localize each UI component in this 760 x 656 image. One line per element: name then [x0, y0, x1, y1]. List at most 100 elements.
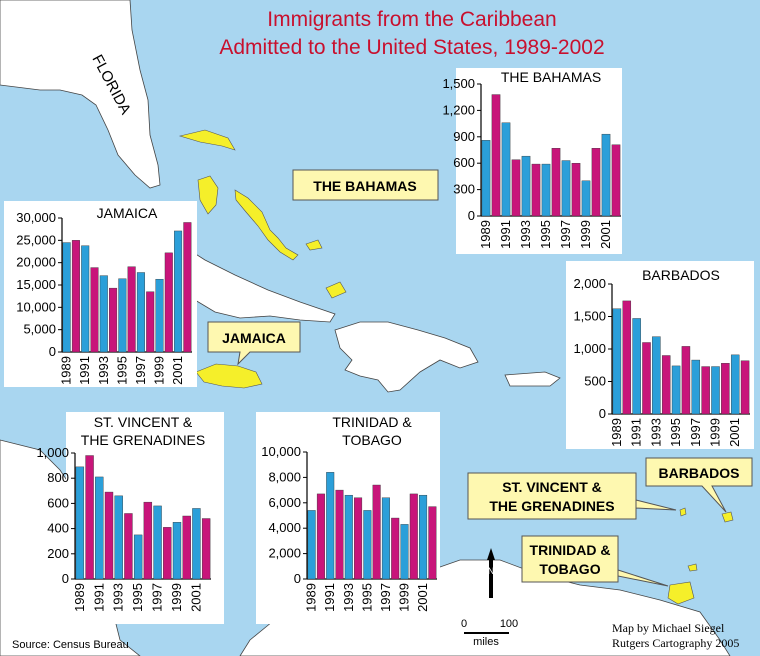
y-tick-label: 15,000 [16, 277, 56, 292]
y-tick-label: 2,000 [268, 546, 301, 561]
x-tick-label: 1999 [708, 418, 723, 447]
bar-2000 [721, 363, 730, 415]
x-tick-label: 1997 [378, 583, 393, 612]
bar-1990 [316, 493, 325, 580]
y-tick-label: 20,000 [16, 255, 56, 270]
bar-1998 [391, 517, 400, 580]
bar-1995 [133, 534, 143, 580]
x-tick-label: 1991 [77, 356, 92, 385]
x-tick-label: 1991 [629, 418, 644, 447]
bar-1992 [104, 491, 114, 580]
bahamas-island-small [305, 239, 323, 251]
bar-1992 [90, 267, 99, 353]
bar-1991 [501, 122, 511, 217]
x-tick-label: 1991 [498, 220, 513, 249]
label-bahamas-text: THE BAHAMAS [313, 178, 416, 194]
x-tick-label: 1995 [668, 418, 683, 447]
bar-1998 [146, 291, 155, 353]
x-tick-label: 1995 [359, 583, 374, 612]
x-tick-label: 1999 [169, 583, 184, 612]
y-tick-label: 1,500 [573, 309, 606, 324]
hispaniola-landmass [334, 321, 479, 393]
bar-2001 [730, 354, 740, 415]
label-trinidad-line-2: TOBAGO [539, 561, 600, 577]
y-tick-label: 0 [49, 344, 56, 359]
x-tick-label: 1993 [648, 418, 663, 447]
chart-title: JAMAICA [97, 205, 158, 221]
bar-1989 [612, 308, 622, 415]
bar-2002 [201, 518, 211, 580]
map-title: Immigrants from the Caribbean Admitted t… [219, 8, 604, 59]
bar-1995 [671, 365, 681, 415]
bar-1993 [114, 495, 123, 580]
bar-1993 [344, 494, 353, 580]
bar-1999 [711, 366, 720, 415]
x-tick-label: 2001 [727, 418, 742, 447]
x-tick-label: 1991 [91, 583, 106, 612]
jamaica-island [195, 363, 263, 389]
x-tick-label: 1999 [397, 583, 412, 612]
x-tick-label: 1989 [72, 583, 87, 612]
x-tick-label: 1989 [59, 356, 74, 385]
y-tick-label: 900 [453, 129, 475, 144]
bar-1995 [118, 278, 127, 353]
florida-landmass [0, 0, 161, 189]
scale-unit: miles [473, 636, 499, 648]
x-tick-label: 1993 [341, 583, 356, 612]
bar-2000 [164, 252, 173, 353]
chart-title: TOBAGO [342, 432, 402, 448]
bar-1991 [95, 476, 104, 580]
bar-1994 [661, 355, 671, 415]
label-stvincent-line-2: THE GRENADINES [489, 498, 614, 514]
credit-line-2: Rutgers Cartography 2005 [612, 636, 739, 650]
x-tick-label: 1993 [518, 220, 533, 249]
y-tick-label: 400 [47, 521, 69, 536]
bar-2001 [174, 230, 183, 353]
label-barbados-text: BARBADOS [659, 465, 740, 481]
y-tick-label: 6,000 [268, 495, 301, 510]
bar-1999 [172, 522, 182, 580]
x-tick-label: 1995 [538, 220, 553, 249]
bar-1993 [652, 336, 661, 415]
y-tick-label: 800 [47, 470, 69, 485]
y-tick-label: 2,000 [573, 276, 606, 291]
y-tick-label: 1,500 [442, 76, 475, 91]
label-jamaica-callout: JAMAICA [207, 321, 301, 366]
bar-2000 [409, 493, 418, 580]
y-tick-label: 600 [47, 495, 69, 510]
y-tick-label: 0 [468, 208, 475, 223]
chart-title: THE GRENADINES [81, 432, 205, 448]
chart-jamaica: JAMAICA 0 5,000 10,000 15,000 20,000 25,000 30,… [4, 201, 197, 387]
bar-1994 [354, 497, 363, 580]
label-jamaica-text: JAMAICA [222, 330, 286, 346]
bar-2001 [192, 508, 201, 580]
y-tick-label: 8,000 [268, 469, 301, 484]
tobago-island [687, 563, 698, 572]
bar-1989 [62, 242, 71, 353]
chart-title: THE BAHAMAS [501, 69, 601, 85]
y-tick-label: 0 [599, 406, 606, 421]
bar-1999 [400, 524, 409, 580]
bar-1991 [326, 472, 335, 580]
bar-2002 [611, 144, 621, 217]
x-tick-label: 2001 [170, 356, 185, 385]
y-tick-label: 600 [453, 155, 475, 170]
bar-1994 [124, 513, 133, 580]
chart-title: TRINIDAD & [332, 414, 412, 430]
x-tick-label: 1993 [111, 583, 126, 612]
x-tick-label: 1997 [688, 418, 703, 447]
bar-1997 [691, 359, 701, 415]
title-line-1: Immigrants from the Caribbean [267, 8, 556, 31]
puertorico-landmass [504, 371, 561, 387]
bar-1997 [136, 272, 145, 353]
x-tick-label: 2001 [188, 583, 203, 612]
bar-1989 [75, 466, 85, 580]
x-tick-label: 1997 [558, 220, 573, 249]
bar-1999 [155, 278, 164, 353]
bar-1996 [551, 148, 561, 217]
credit-line-1: Map by Michael Siegel [612, 621, 725, 635]
bahamas-island-inagua [325, 281, 347, 299]
y-tick-label: 500 [584, 374, 606, 389]
bar-1994 [109, 287, 118, 353]
y-tick-label: 4,000 [268, 520, 301, 535]
